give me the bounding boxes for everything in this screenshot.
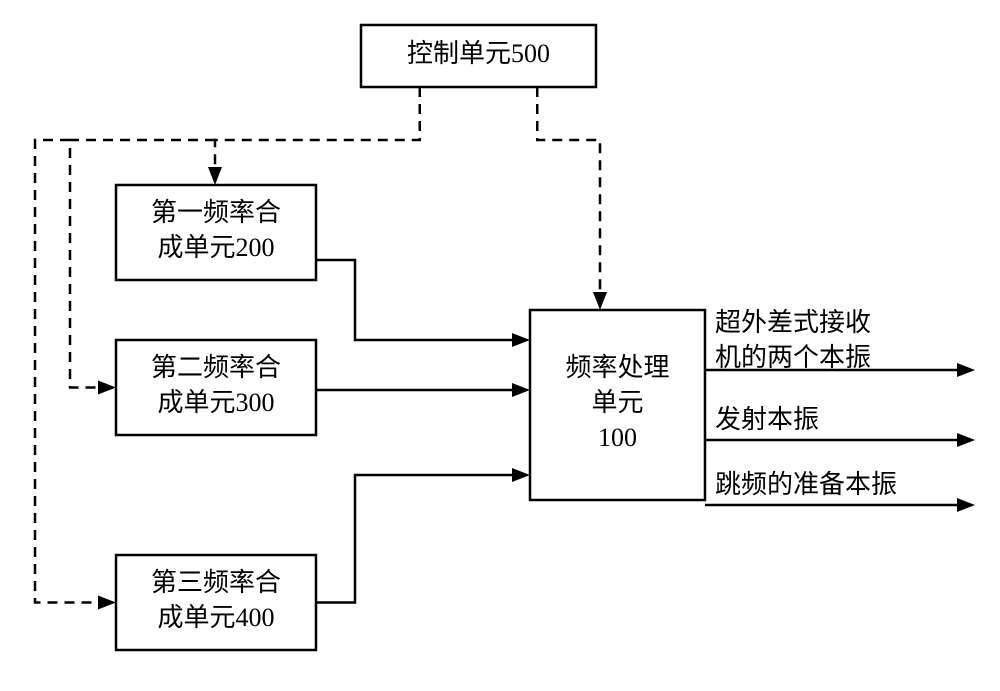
arrow-head [957,498,975,512]
edge-control-synth1 [215,87,420,167]
proc-label: 频率处理 [565,353,669,382]
arrow-head [957,363,975,377]
arrow-head [512,468,530,482]
synth3-label: 成单元400 [157,603,274,632]
control-label: 控制单元500 [407,39,550,68]
proc-label: 单元 [591,388,643,417]
edge-control-proc [537,87,600,292]
o2-label: 发射本振 [715,405,819,434]
arrow-head [98,381,116,395]
arrow-head [957,433,975,447]
o1-label: 机的两个本振 [715,343,871,372]
synth2-label: 第二频率合 [151,353,281,382]
synth2-box: 第二频率合成单元300 [116,340,316,435]
arrow-head [512,383,530,397]
synth2-label: 成单元300 [157,388,274,417]
synth1-label: 第一频率合 [151,198,281,227]
edge-synth3-proc [316,475,512,603]
synth3-box: 第三频率合成单元400 [116,555,316,650]
synth1-label: 成单元200 [157,233,274,262]
synth3-label: 第三频率合 [151,568,281,597]
arrow-head [593,292,607,310]
arrow-head [98,596,116,610]
proc-box: 频率处理单元 100 [530,310,705,500]
arrow-head [512,333,530,347]
proc-label: 100 [598,423,637,452]
edge-synth1-proc [316,260,512,340]
control-box: 控制单元500 [361,25,596,87]
synth1-box: 第一频率合成单元200 [116,185,316,280]
edge-control-synth3 [35,140,98,603]
arrow-head [208,167,222,185]
o3-label: 跳频的准备本振 [715,470,897,499]
o1-label: 超外差式接收 [715,308,871,337]
